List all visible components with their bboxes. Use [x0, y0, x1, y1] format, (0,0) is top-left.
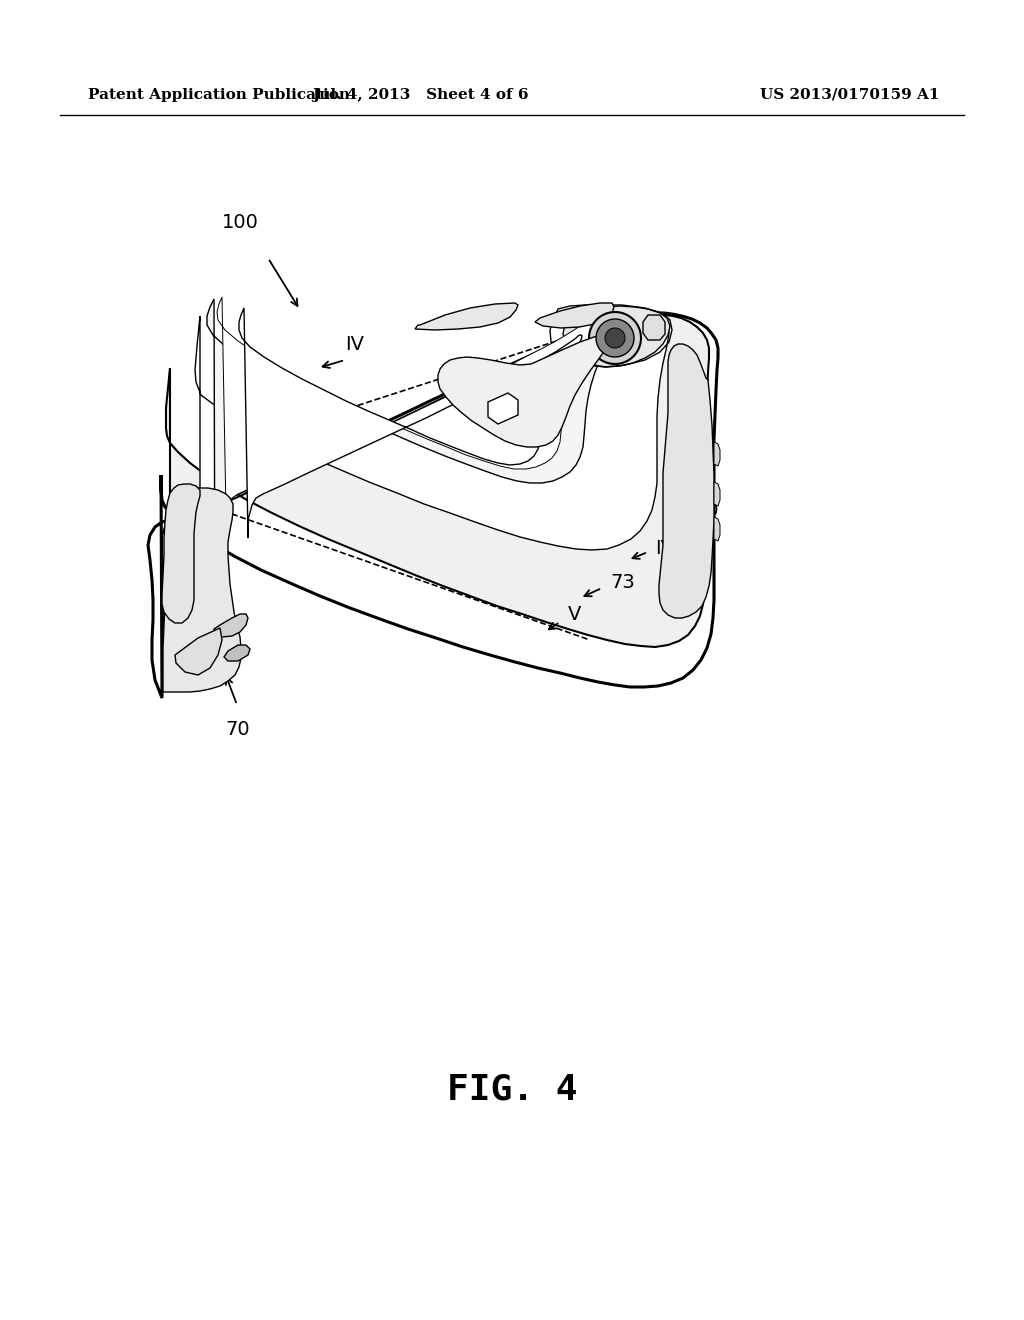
Polygon shape	[162, 315, 709, 685]
Polygon shape	[415, 304, 518, 330]
Text: US 2013/0170159 A1: US 2013/0170159 A1	[761, 88, 940, 102]
Polygon shape	[175, 628, 222, 675]
Polygon shape	[563, 306, 670, 367]
Text: 70: 70	[225, 719, 250, 739]
Polygon shape	[148, 313, 718, 698]
Polygon shape	[589, 312, 641, 364]
Polygon shape	[207, 300, 613, 635]
Polygon shape	[714, 442, 720, 466]
Text: V: V	[242, 380, 255, 400]
Text: IV: IV	[345, 335, 365, 355]
Polygon shape	[714, 482, 720, 506]
Polygon shape	[217, 297, 597, 620]
Text: Jul. 4, 2013   Sheet 4 of 6: Jul. 4, 2013 Sheet 4 of 6	[311, 88, 528, 102]
Polygon shape	[224, 645, 250, 661]
Text: 10: 10	[695, 500, 720, 520]
Polygon shape	[714, 517, 720, 541]
Polygon shape	[239, 308, 582, 539]
Text: 100: 100	[222, 213, 259, 231]
Text: Patent Application Publication: Patent Application Publication	[88, 88, 350, 102]
Polygon shape	[191, 313, 669, 655]
Polygon shape	[438, 335, 610, 447]
Text: V: V	[568, 606, 582, 624]
Polygon shape	[659, 345, 714, 618]
Polygon shape	[596, 319, 634, 356]
Polygon shape	[162, 484, 200, 623]
Polygon shape	[163, 488, 241, 692]
Text: FIG. 4: FIG. 4	[446, 1073, 578, 1107]
Polygon shape	[605, 327, 625, 348]
Text: 73: 73	[610, 573, 635, 593]
Polygon shape	[643, 315, 665, 341]
Text: IV: IV	[655, 539, 674, 557]
Polygon shape	[214, 614, 248, 638]
Polygon shape	[535, 304, 614, 327]
Polygon shape	[488, 393, 518, 424]
